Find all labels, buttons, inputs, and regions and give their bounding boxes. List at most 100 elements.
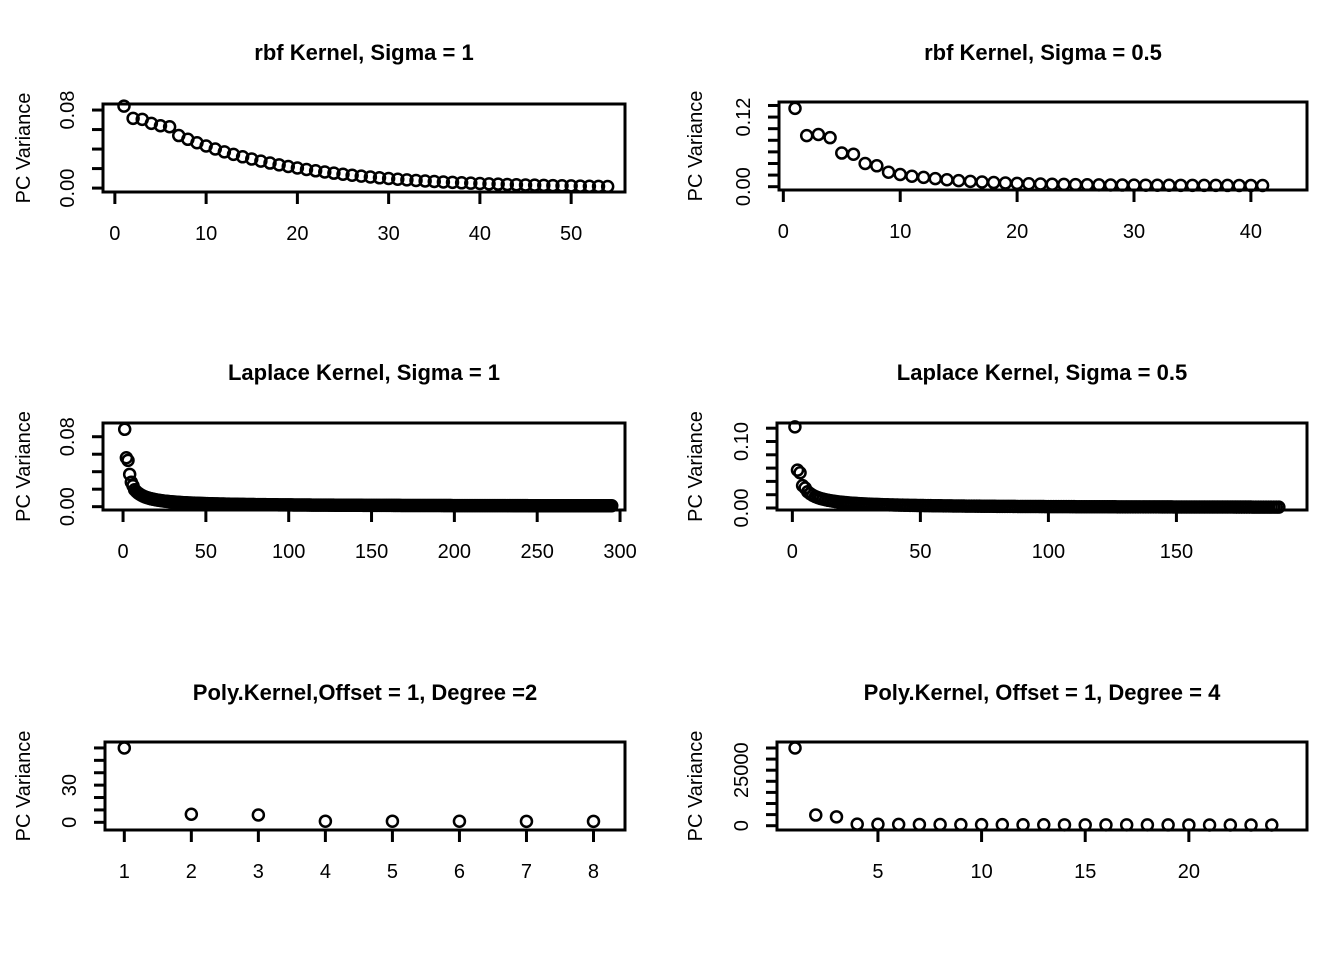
data-point [933, 817, 947, 832]
x-axis-tick-label: 7 [521, 861, 532, 883]
data-point [1223, 818, 1238, 832]
data-point [1255, 178, 1270, 193]
data-point [1068, 177, 1083, 192]
data-point [518, 178, 533, 192]
data-point [117, 422, 132, 437]
data-point [336, 167, 350, 181]
data-point [427, 174, 442, 189]
x-axis-tick-label: 150 [355, 541, 388, 563]
data-point [1099, 818, 1113, 832]
data-point [318, 814, 333, 828]
data-point [963, 174, 978, 189]
data-point [464, 176, 478, 190]
data-point [1078, 818, 1092, 832]
x-axis-tick-label: 50 [909, 541, 931, 563]
x-axis-tick-label: 20 [1006, 221, 1028, 243]
x-axis-tick-label: 50 [560, 223, 582, 245]
data-point [263, 156, 277, 170]
data-point [1182, 818, 1196, 832]
data-point [409, 173, 423, 188]
data-point [381, 171, 396, 186]
data-point [1016, 817, 1030, 832]
data-point [905, 169, 919, 184]
data-point [788, 741, 802, 755]
plot-poly-offset1-degree4: 5 10 15 20 0 25000 Poly.Kernel, Offset = 1, De… [685, 680, 1309, 883]
data-point [519, 814, 534, 829]
plot-box [103, 740, 627, 832]
x-axis-tick-label: 0 [109, 223, 120, 245]
data-point [881, 165, 896, 179]
x-axis-tick-label: 100 [272, 541, 305, 563]
x-axis-tick-label: 15 [1074, 861, 1096, 883]
data-point [995, 817, 1010, 832]
data-point [1265, 818, 1279, 832]
x-axis-tick-label: 5 [872, 861, 883, 883]
data-point [1033, 177, 1048, 191]
x-axis-tick-label: 8 [588, 861, 599, 883]
plot-title: Poly.Kernel,Offset = 1, Degree =2 [193, 680, 537, 705]
data-point [308, 164, 323, 178]
data-point [126, 111, 140, 126]
data-point [245, 152, 259, 166]
data-point [254, 154, 268, 168]
data-point [573, 179, 588, 193]
data-point [1045, 177, 1059, 191]
data-point [385, 814, 400, 828]
data-point [537, 178, 551, 193]
data-point [454, 176, 469, 190]
data-point [436, 175, 451, 189]
data-point [290, 161, 305, 175]
y-axis-tick-label: 0 [731, 820, 753, 831]
y-axis-tick-label: 0.08 [57, 91, 79, 130]
x-axis-tick-label: 10 [889, 221, 911, 243]
data-point [1057, 818, 1072, 832]
data-point [482, 177, 496, 191]
data-point [790, 463, 805, 477]
data-point [251, 808, 266, 822]
data-point [835, 146, 849, 160]
x-axis-tick-label: 300 [603, 541, 636, 563]
data-point [445, 175, 460, 190]
plot-rbf-sigma-1: 0 10 20 30 40 50 0.00 0.08 rbf Kernel, Sigma = 1… [13, 40, 627, 245]
data-point [974, 817, 989, 832]
data-point [928, 171, 943, 186]
plot-title: Laplace Kernel, Sigma = 1 [228, 360, 500, 385]
data-point [975, 175, 989, 189]
data-point [823, 130, 837, 145]
x-axis-tick-label: 150 [1160, 541, 1193, 563]
x-axis-tick-label: 6 [454, 861, 465, 883]
data-point [951, 173, 966, 188]
data-point [1010, 176, 1024, 191]
data-point [998, 176, 1013, 190]
x-axis-tick-label: 250 [521, 541, 554, 563]
data-point [829, 810, 844, 824]
plot-box [777, 100, 1309, 192]
data-point [788, 101, 802, 116]
data-point [184, 807, 199, 822]
x-axis-tick-label: 4 [320, 861, 331, 883]
y-axis-tick-label: 0 [59, 817, 81, 828]
data-point [546, 178, 560, 193]
data-point [400, 173, 414, 187]
plot-laplace-sigma-0.5: 0 50 100 150 0.00 0.10 Laplace Kernel, Sigma =… [685, 360, 1309, 563]
x-axis-tick-label: 200 [438, 541, 471, 563]
data-point [363, 170, 378, 184]
data-point [986, 175, 1001, 190]
x-axis-tick-label: 20 [1178, 861, 1200, 883]
x-axis-tick-label: 0 [117, 541, 128, 563]
data-point [912, 817, 927, 832]
x-axis-tick-label: 30 [1123, 221, 1145, 243]
data-point [272, 158, 286, 172]
x-axis-tick-label: 3 [253, 861, 264, 883]
data-point [235, 150, 250, 164]
data-point [604, 499, 619, 513]
data-point [473, 176, 487, 191]
y-axis-tick-label: 0.00 [57, 487, 79, 526]
data-point [799, 128, 814, 143]
y-axis-tick-label: 0.00 [731, 489, 753, 528]
plot-title: Poly.Kernel, Offset = 1, Degree = 4 [864, 680, 1221, 705]
y-axis-label: PC Variance [685, 731, 707, 842]
data-point [940, 172, 954, 187]
data-point [600, 179, 615, 194]
